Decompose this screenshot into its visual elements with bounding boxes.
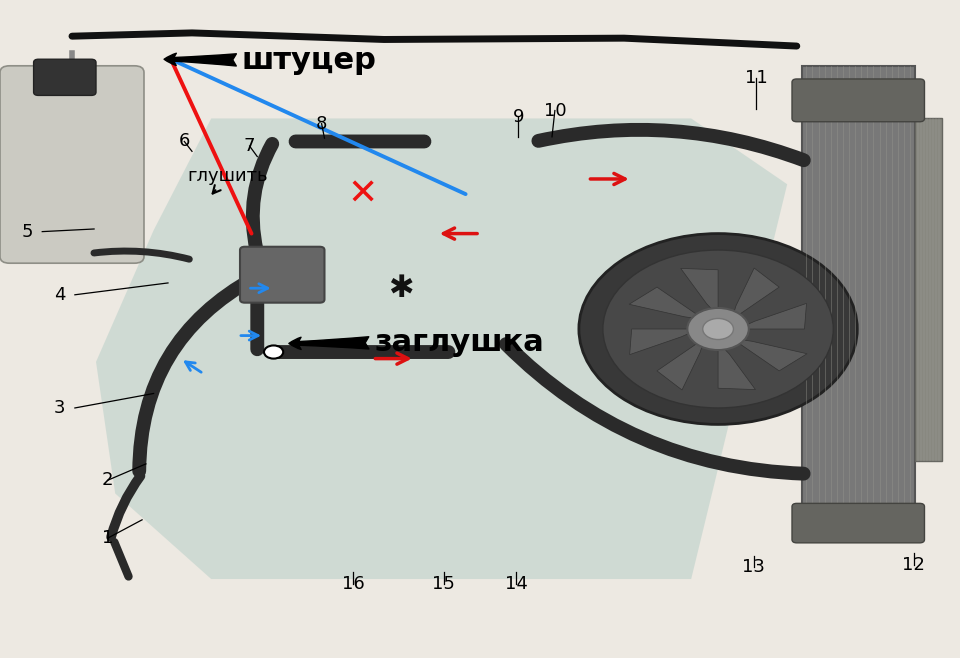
Polygon shape bbox=[630, 329, 699, 355]
Text: 6: 6 bbox=[179, 132, 190, 151]
FancyBboxPatch shape bbox=[915, 118, 942, 461]
Text: ✕: ✕ bbox=[348, 177, 378, 211]
Text: 16: 16 bbox=[342, 575, 365, 594]
Text: 15: 15 bbox=[432, 575, 455, 594]
Circle shape bbox=[687, 308, 749, 350]
Polygon shape bbox=[718, 342, 756, 390]
Text: 14: 14 bbox=[505, 575, 528, 594]
Text: штуцер: штуцер bbox=[164, 46, 376, 75]
Circle shape bbox=[603, 250, 833, 408]
Text: 11: 11 bbox=[745, 68, 768, 87]
Polygon shape bbox=[681, 268, 718, 316]
Text: 10: 10 bbox=[543, 101, 566, 120]
Circle shape bbox=[703, 318, 733, 340]
FancyBboxPatch shape bbox=[34, 59, 96, 95]
Polygon shape bbox=[629, 287, 705, 320]
Text: 8: 8 bbox=[316, 114, 327, 133]
Text: 4: 4 bbox=[54, 286, 65, 304]
FancyBboxPatch shape bbox=[792, 79, 924, 122]
Polygon shape bbox=[657, 338, 705, 390]
Text: 12: 12 bbox=[902, 555, 925, 574]
Text: 5: 5 bbox=[21, 222, 33, 241]
FancyBboxPatch shape bbox=[802, 66, 915, 540]
FancyBboxPatch shape bbox=[240, 247, 324, 303]
Text: глушить: глушить bbox=[187, 167, 268, 193]
FancyBboxPatch shape bbox=[0, 66, 144, 263]
Circle shape bbox=[264, 345, 283, 359]
Polygon shape bbox=[732, 268, 780, 320]
Text: ✱: ✱ bbox=[389, 274, 414, 303]
Polygon shape bbox=[96, 118, 787, 579]
Text: 3: 3 bbox=[54, 399, 65, 417]
Circle shape bbox=[579, 234, 857, 424]
Polygon shape bbox=[737, 303, 806, 329]
Text: 2: 2 bbox=[102, 471, 113, 490]
Text: 1: 1 bbox=[102, 529, 113, 547]
FancyBboxPatch shape bbox=[792, 503, 924, 543]
Text: 7: 7 bbox=[244, 137, 255, 155]
Text: 9: 9 bbox=[513, 108, 524, 126]
Polygon shape bbox=[732, 338, 807, 371]
Text: заглушка: заглушка bbox=[289, 328, 544, 357]
Text: 13: 13 bbox=[742, 558, 765, 576]
